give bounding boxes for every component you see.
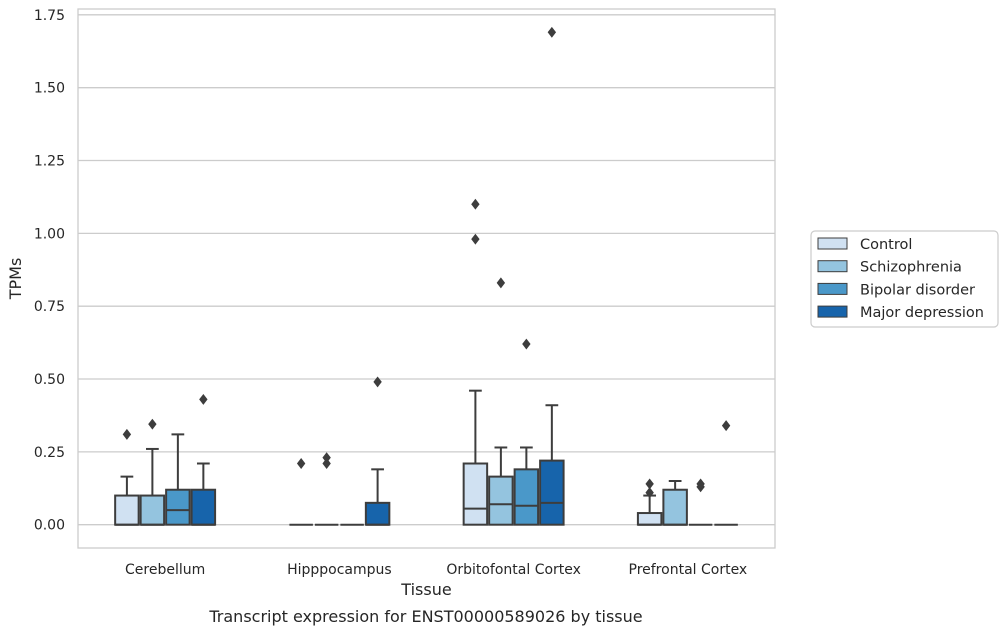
y-tick-label: 1.75 [34, 8, 65, 24]
y-tick-label: 0.00 [34, 518, 65, 534]
legend-label: Control [860, 237, 912, 253]
x-tick-label: Prefrontal Cortex [629, 562, 748, 578]
box-plot-marks [114, 26, 738, 526]
box-control [636, 478, 663, 526]
box-control [462, 198, 489, 526]
box-schizophrenia [314, 452, 339, 526]
outlier-point [645, 487, 654, 499]
outlier-point [721, 420, 731, 432]
legend-swatch [817, 282, 848, 295]
y-tick-label: 0.75 [34, 299, 65, 315]
outlier-point [322, 452, 331, 464]
outlier-point [496, 277, 506, 289]
legend-swatch [817, 305, 848, 318]
outlier-point [322, 458, 331, 469]
outlier-point [199, 393, 208, 405]
box-bipolar-disorder [513, 338, 540, 526]
box-major-depression [190, 393, 217, 526]
box-body [364, 501, 391, 526]
legend-label: Bipolar disorder [860, 282, 975, 298]
outlier-point [471, 198, 480, 210]
x-tick-labels: Cerebellum Hipppocampus Orbitofontal Corte… [125, 562, 747, 578]
outlier-point [522, 338, 531, 350]
gridlines [78, 14, 775, 526]
outlier-point [373, 376, 382, 388]
y-tick-label: 0.50 [34, 372, 65, 388]
y-tick-label: 1.25 [34, 154, 65, 170]
x-axis-title: Tissue [400, 580, 451, 599]
chart-caption: Transcript expression for ENST0000058902… [208, 607, 642, 626]
outlier-point [696, 478, 705, 490]
x-tick-label: Orbitofontal Cortex [446, 562, 581, 578]
outlier-point [122, 428, 132, 440]
y-tick-label: 1.50 [34, 81, 65, 97]
y-axis-title: TPMs [6, 258, 25, 301]
x-tick-label: Cerebellum [125, 562, 205, 578]
box-body [539, 459, 565, 526]
box-bipolar-disorder [165, 433, 191, 526]
box-schizophrenia [488, 277, 514, 526]
plot-frame [77, 8, 776, 549]
outlier-point [148, 418, 157, 430]
box-body [139, 494, 166, 526]
legend: Control Schizophrenia Bipolar disorder Majo… [810, 230, 999, 328]
box-major-depression [539, 26, 565, 526]
y-tick-labels: 0.00 0.25 0.50 0.75 1.00 1.25 1.50 1.75 [34, 8, 65, 534]
box-body [114, 494, 140, 526]
outlier-point [645, 478, 654, 490]
box-control [289, 458, 313, 526]
box-body [662, 488, 688, 526]
box-body [513, 468, 540, 526]
y-tick-label: 0.25 [34, 445, 65, 461]
legend-frame [810, 230, 999, 328]
box-major-depression [364, 376, 391, 526]
box-body [190, 488, 217, 526]
y-tick-label: 1.00 [34, 226, 65, 242]
outlier-point [296, 458, 306, 469]
box-body [165, 488, 191, 526]
outlier-point [471, 233, 480, 245]
legend-label: Schizophrenia [860, 260, 962, 276]
x-tick-label: Hipppocampus [287, 562, 392, 578]
box-schizophrenia [139, 418, 166, 526]
box-control [114, 428, 140, 526]
box-bipolar-disorder [688, 478, 713, 526]
box-body [636, 512, 663, 526]
box-body [488, 475, 514, 526]
box-body [462, 462, 489, 526]
outlier-point [547, 26, 557, 38]
box-schizophrenia [662, 479, 688, 526]
box-major-depression [714, 420, 738, 526]
legend-swatch [817, 260, 848, 273]
legend-label: Major depression [860, 305, 984, 321]
legend-swatch [817, 237, 848, 250]
